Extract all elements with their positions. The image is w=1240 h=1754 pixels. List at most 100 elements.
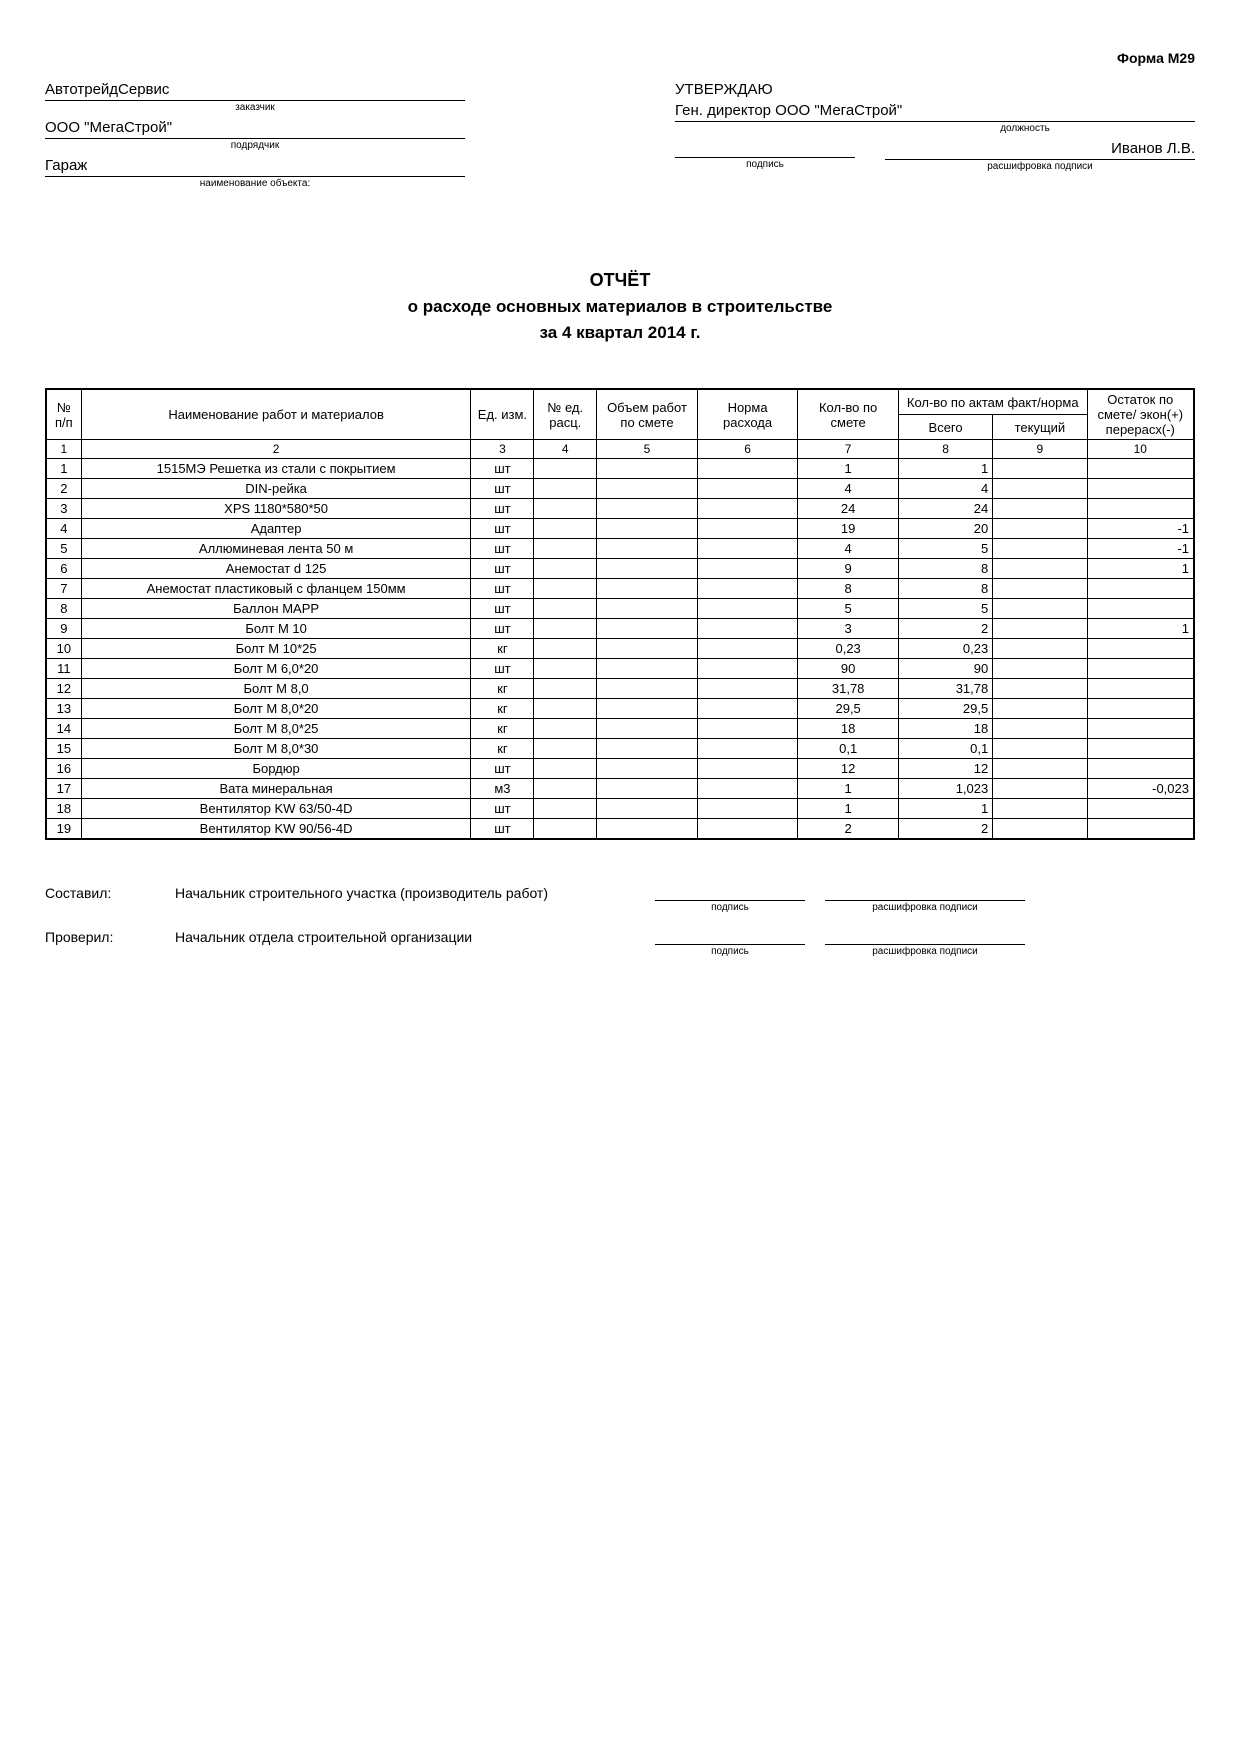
cell-volume [597, 579, 698, 599]
cell-remainder [1087, 579, 1194, 599]
cell-total: 0,1 [898, 739, 992, 759]
cell-name: Вентилятор KW 90/56-4D [81, 819, 471, 840]
cell-total: 8 [898, 559, 992, 579]
cell-volume [597, 639, 698, 659]
cell-norm [697, 799, 798, 819]
cell-name: DIN-рейка [81, 479, 471, 499]
cell-calc [534, 639, 597, 659]
cell-calc [534, 679, 597, 699]
title-line2: о расходе основных материалов в строител… [45, 297, 1195, 317]
cell-volume [597, 619, 698, 639]
cell-current [993, 719, 1087, 739]
cell-volume [597, 599, 698, 619]
cell-remainder [1087, 639, 1194, 659]
cell-qty-plan: 0,23 [798, 639, 899, 659]
cell-calc [534, 459, 597, 479]
cell-norm [697, 739, 798, 759]
cell-norm [697, 679, 798, 699]
header-block: АвтотрейдСервис заказчик ООО "МегаСтрой"… [45, 81, 1195, 195]
table-row: 10Болт М 10*25кг0,230,23 [46, 639, 1194, 659]
cell-unit: шт [471, 539, 534, 559]
cell-current [993, 659, 1087, 679]
cell-remainder: -0,023 [1087, 779, 1194, 799]
cell-volume [597, 699, 698, 719]
cell-norm [697, 559, 798, 579]
cell-num: 12 [46, 679, 81, 699]
cell-volume [597, 779, 698, 799]
cell-volume [597, 679, 698, 699]
cell-total: 1,023 [898, 779, 992, 799]
colnum-4: 4 [534, 440, 597, 459]
cell-qty-plan: 4 [798, 539, 899, 559]
cell-qty-plan: 19 [798, 519, 899, 539]
th-norm: Норма расхода [697, 389, 798, 440]
cell-volume [597, 459, 698, 479]
approve-name: Иванов Л.В. [885, 140, 1195, 160]
cell-remainder [1087, 659, 1194, 679]
cell-num: 1 [46, 459, 81, 479]
cell-norm [697, 479, 798, 499]
cell-norm [697, 459, 798, 479]
table-row: 19Вентилятор KW 90/56-4Dшт22 [46, 819, 1194, 840]
compiled-name-line: расшифровка подписи [825, 900, 1025, 901]
cell-name: 1515МЭ Решетка из стали с покрытием [81, 459, 471, 479]
cell-remainder [1087, 799, 1194, 819]
colnum-8: 8 [898, 440, 992, 459]
cell-volume [597, 799, 698, 819]
th-current: текущий [993, 415, 1087, 440]
cell-remainder [1087, 499, 1194, 519]
cell-total: 0,23 [898, 639, 992, 659]
cell-qty-plan: 3 [798, 619, 899, 639]
cell-volume [597, 519, 698, 539]
cell-norm [697, 779, 798, 799]
cell-current [993, 479, 1087, 499]
cell-qty-plan: 8 [798, 579, 899, 599]
cell-norm [697, 719, 798, 739]
cell-current [993, 499, 1087, 519]
cell-calc [534, 759, 597, 779]
cell-current [993, 459, 1087, 479]
cell-qty-plan: 29,5 [798, 699, 899, 719]
contractor-caption: подрядчик [45, 140, 465, 151]
cell-name: Вентилятор KW 63/50-4D [81, 799, 471, 819]
checked-role: Начальник отдела строительной организаци… [175, 929, 635, 945]
cell-volume [597, 759, 698, 779]
cell-norm [697, 579, 798, 599]
footer-signatures: Составил: Начальник строительного участк… [45, 885, 1195, 945]
cell-remainder [1087, 719, 1194, 739]
object-caption: наименование объекта: [45, 178, 465, 189]
cell-qty-plan: 24 [798, 499, 899, 519]
cell-current [993, 539, 1087, 559]
compiled-sig-caption: подпись [655, 902, 805, 913]
cell-qty-plan: 2 [798, 819, 899, 840]
cell-remainder: -1 [1087, 519, 1194, 539]
cell-volume [597, 499, 698, 519]
cell-name: Анемостат пластиковый с фланцем 150мм [81, 579, 471, 599]
cell-remainder [1087, 759, 1194, 779]
cell-name: Болт М 6,0*20 [81, 659, 471, 679]
table-row: 15Болт М 8,0*30кг0,10,1 [46, 739, 1194, 759]
cell-calc [534, 719, 597, 739]
table-row: 13Болт М 8,0*20кг29,529,5 [46, 699, 1194, 719]
table-row: 18Вентилятор KW 63/50-4Dшт11 [46, 799, 1194, 819]
cell-num: 4 [46, 519, 81, 539]
customer-value: АвтотрейдСервис [45, 81, 465, 101]
cell-total: 20 [898, 519, 992, 539]
colnum-7: 7 [798, 440, 899, 459]
compiled-sig-line: подпись [655, 900, 805, 901]
compiled-label: Составил: [45, 885, 175, 901]
cell-total: 24 [898, 499, 992, 519]
cell-total: 31,78 [898, 679, 992, 699]
cell-volume [597, 739, 698, 759]
th-calc: № ед. расц. [534, 389, 597, 440]
cell-volume [597, 819, 698, 840]
cell-num: 17 [46, 779, 81, 799]
cell-current [993, 739, 1087, 759]
checked-name-caption: расшифровка подписи [825, 946, 1025, 957]
cell-total: 5 [898, 539, 992, 559]
cell-total: 18 [898, 719, 992, 739]
checked-label: Проверил: [45, 929, 175, 945]
cell-norm [697, 659, 798, 679]
cell-qty-plan: 1 [798, 779, 899, 799]
cell-norm [697, 599, 798, 619]
